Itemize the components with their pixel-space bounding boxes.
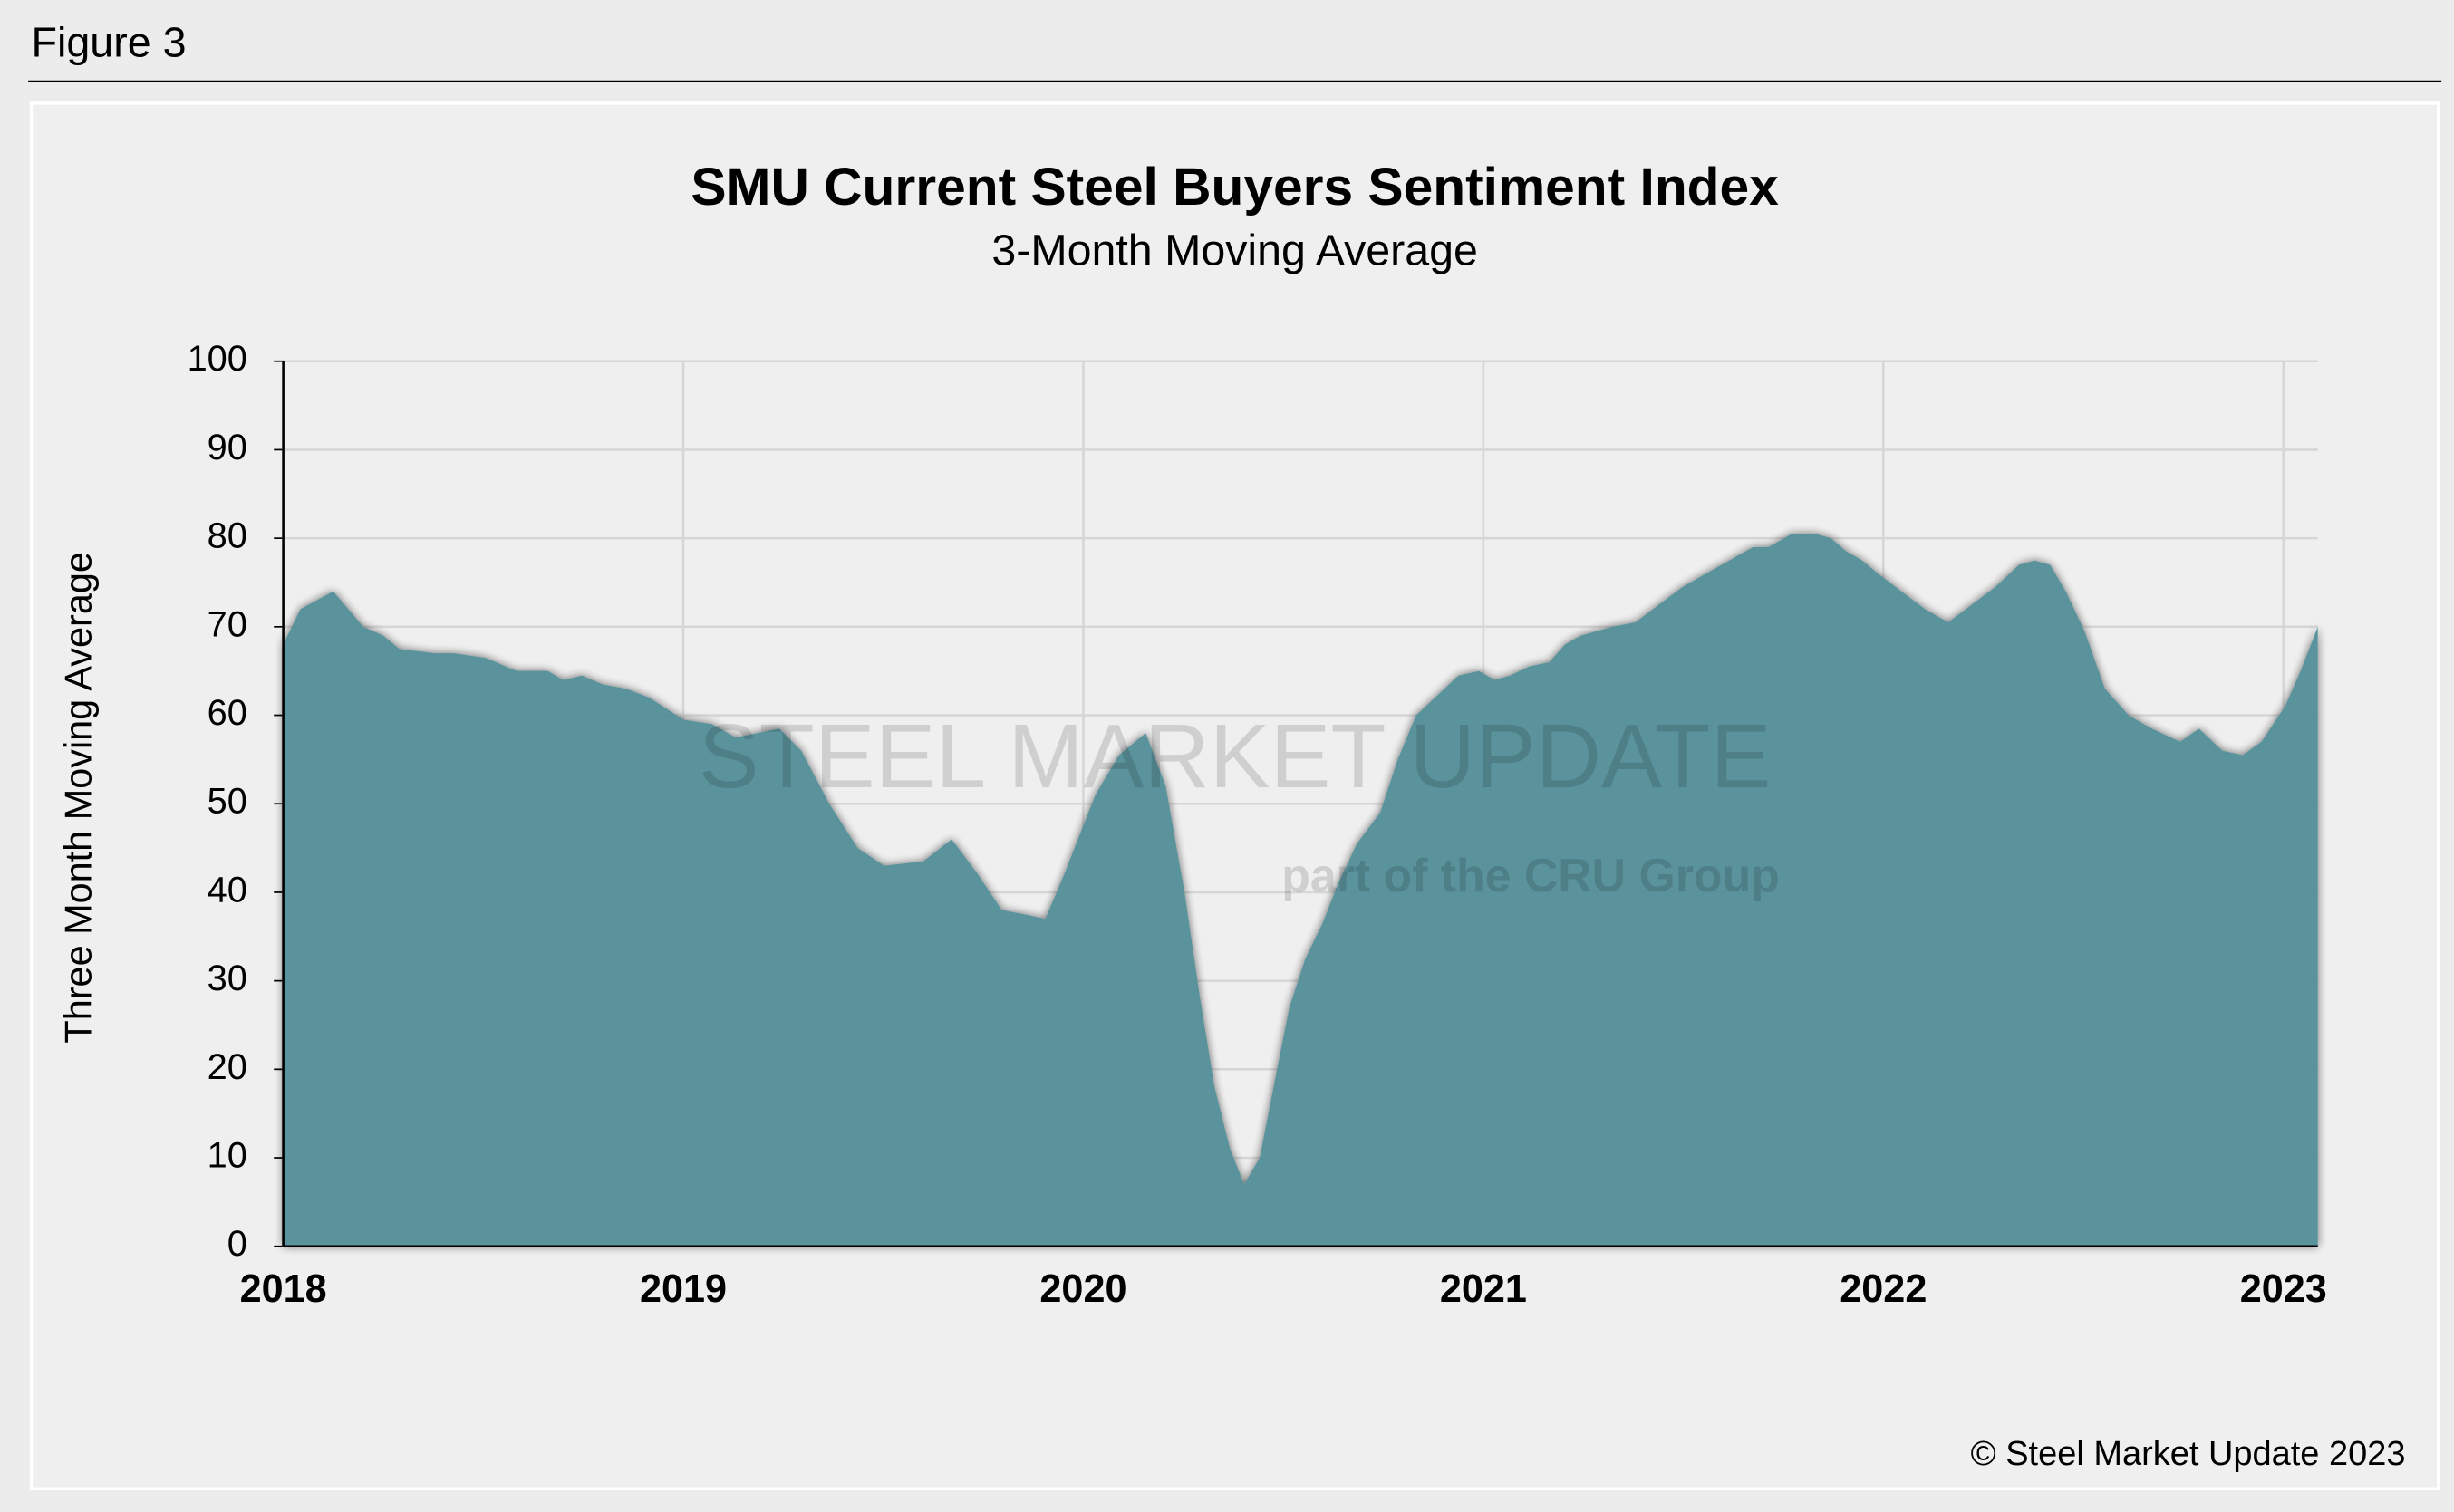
y-tick-label: 30 [208,958,247,998]
x-tick-label: 2023 [2240,1267,2327,1311]
plot-area: 0 10 20 30 40 50 60 70 80 90 100 2018 2019 2020 2021 20… [188,339,2327,1311]
x-tick-label: 2018 [240,1267,327,1311]
y-tick-label: 70 [208,604,247,644]
footer-note: © Steel Market Update 2023 [1971,1435,2406,1473]
y-tick-label: 80 [208,516,247,556]
watermark: STEEL MARKET UPDATE part of the CRU Group [699,706,1780,901]
watermark-subtext: part of the CRU Group [1281,849,1780,901]
y-tick-label: 90 [208,428,247,467]
y-tick-label: 50 [208,782,247,822]
y-tick-label: 100 [188,339,247,379]
x-tick-label: 2019 [640,1267,727,1311]
y-axis-label: Three Month Moving Average [57,552,100,1043]
y-tick-label: 60 [208,693,247,733]
chart-subtitle: 3-Month Moving Average [991,226,1478,274]
y-tick-label: 40 [208,870,247,910]
x-tick-label: 2021 [1440,1267,1527,1311]
y-tick-label: 0 [227,1224,247,1264]
x-tick-label: 2022 [1840,1267,1927,1311]
figure-label: Figure 3 [32,18,187,65]
chart-title: SMU Current Steel Buyers Sentiment Index [691,158,1779,217]
area [283,534,2318,1247]
x-tick-label: 2020 [1039,1267,1126,1311]
y-tick-label: 10 [208,1136,247,1176]
y-tick-label: 20 [208,1047,247,1087]
watermark-text: STEEL MARKET UPDATE [699,706,1772,807]
